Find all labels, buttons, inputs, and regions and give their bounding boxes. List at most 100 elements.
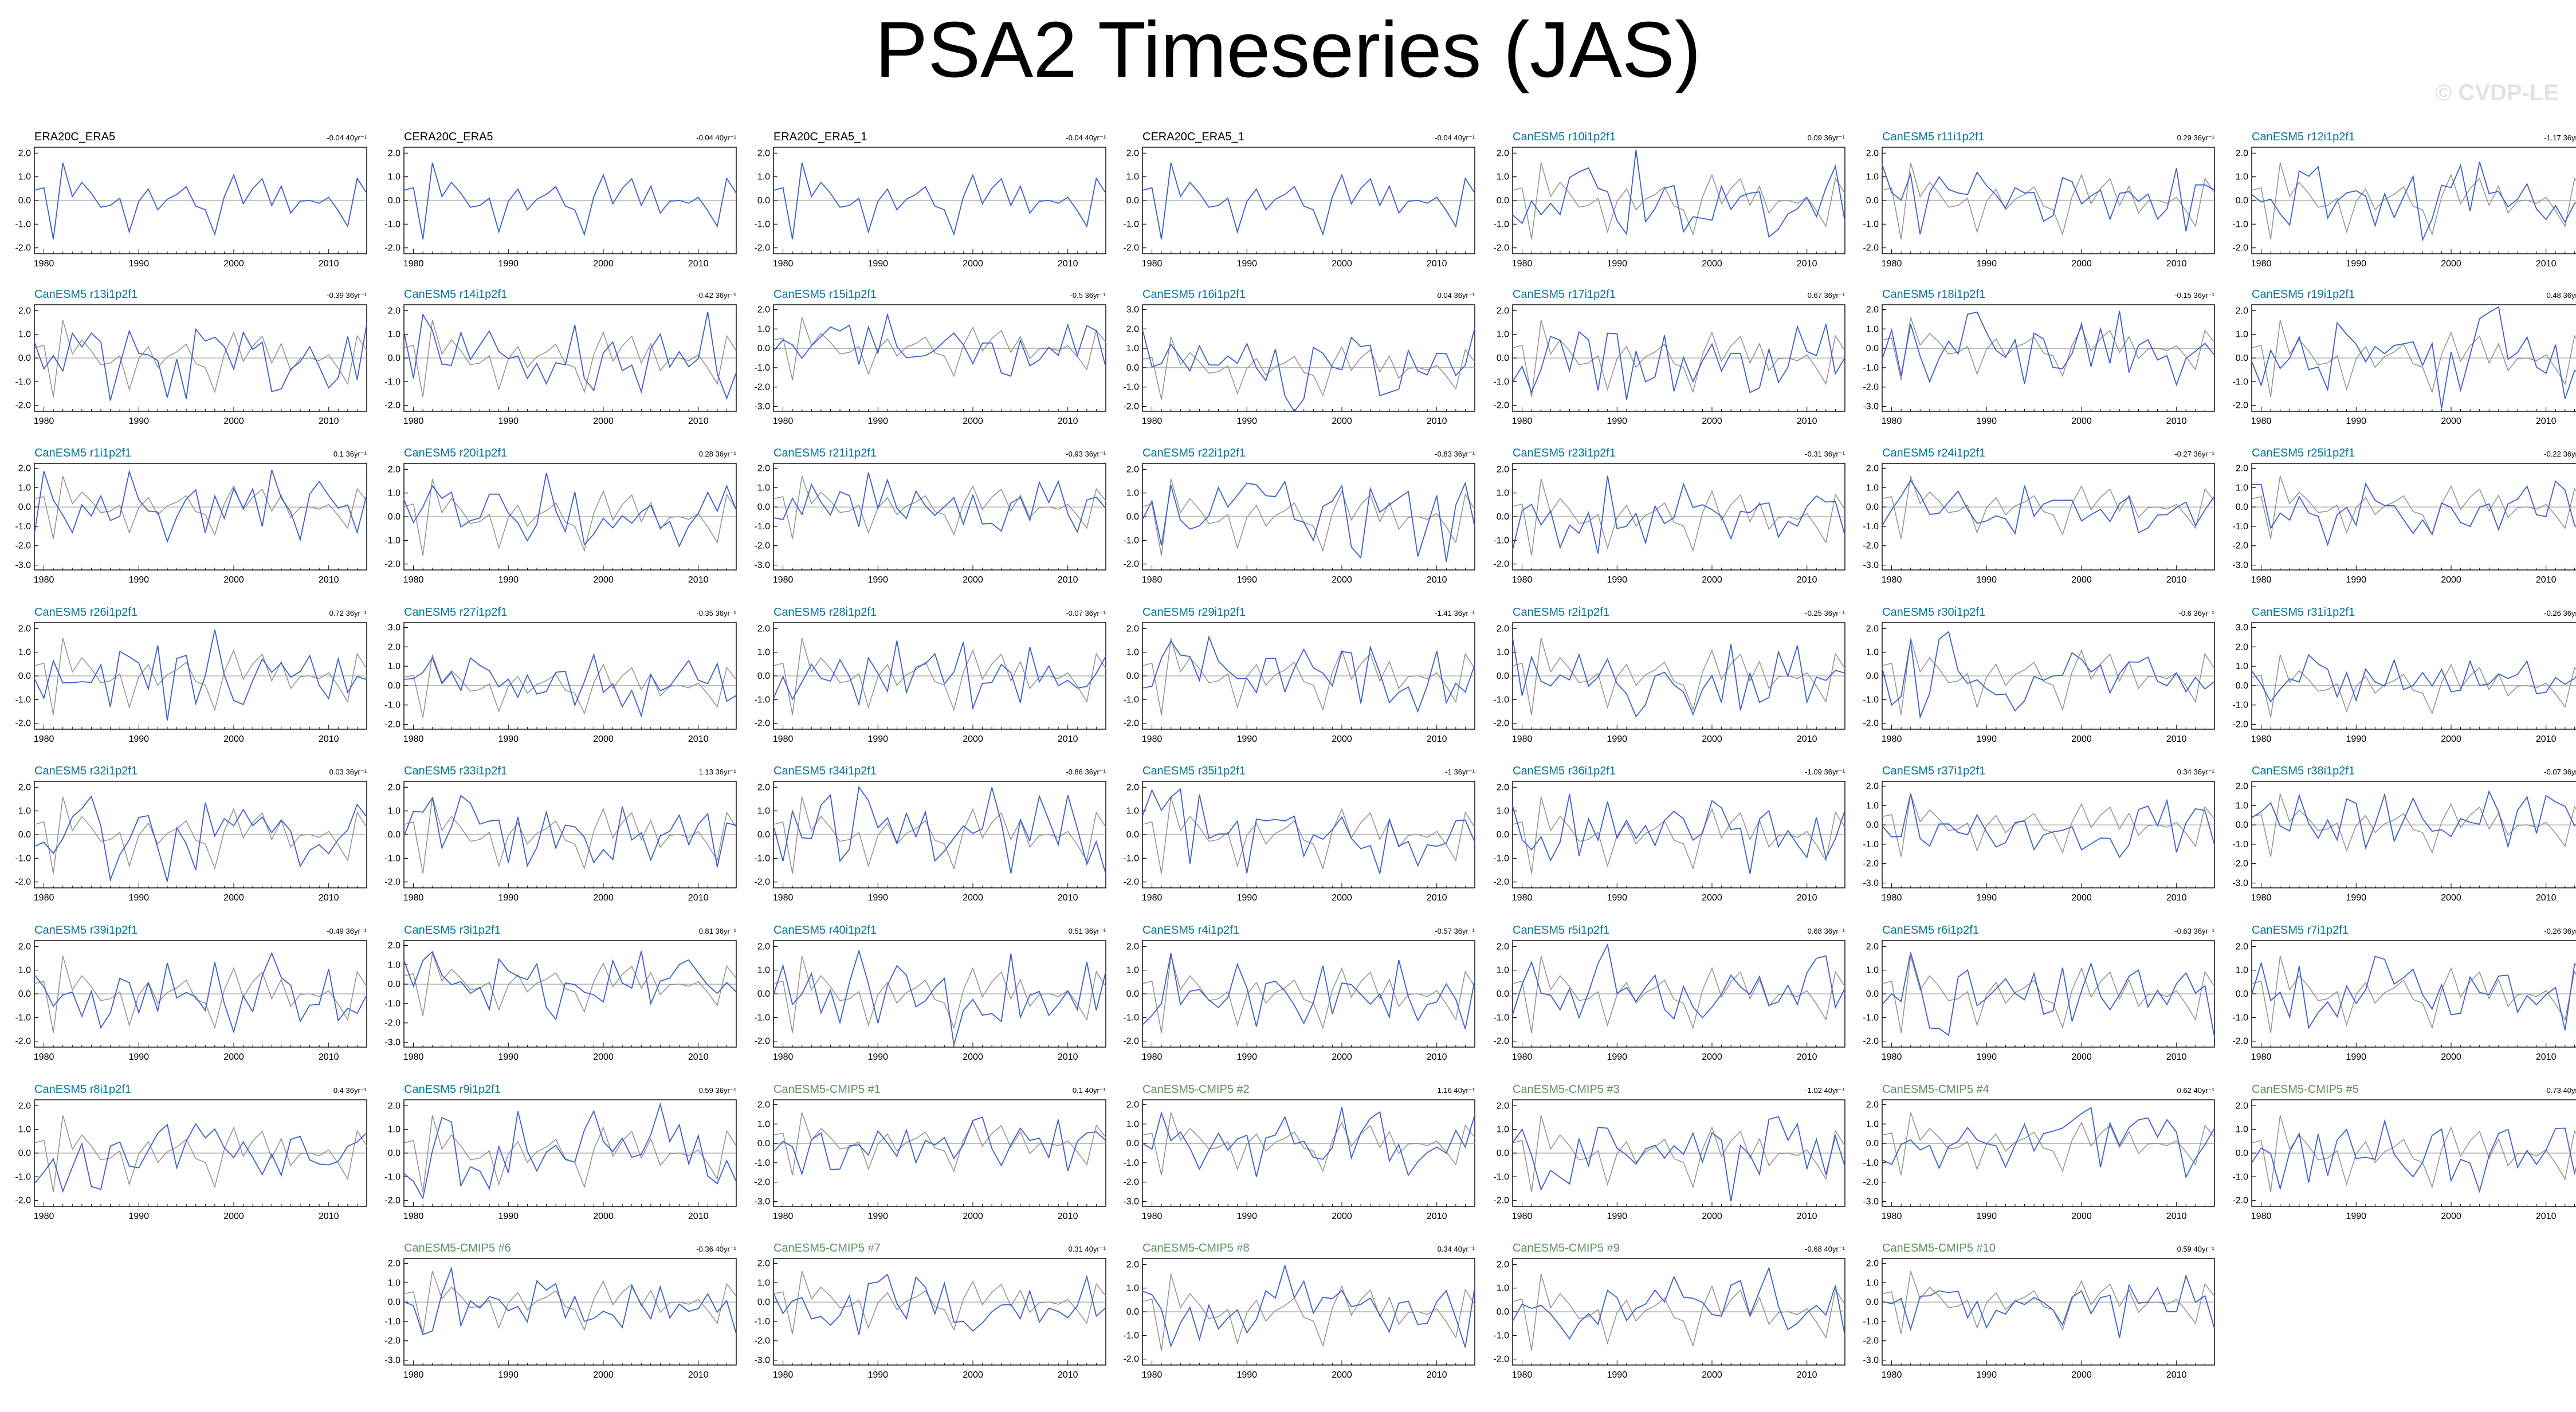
observed-series-line — [1512, 320, 1845, 398]
x-tick-label: 1990 — [867, 1052, 888, 1062]
panel-trend-label: -0.15 36yr⁻¹ — [2174, 291, 2214, 300]
observed-series-line — [34, 320, 367, 398]
y-tick-label: -1.0 — [1493, 377, 1509, 387]
panel-svg: CanESM5 r14i1p2f1 -0.42 36yr⁻¹ 2.0 1.0 0.0 -1… — [384, 288, 737, 426]
x-tick-label: 2000 — [963, 1370, 983, 1380]
y-tick-label: 2.0 — [1126, 148, 1139, 158]
x-tick-label: 2010 — [1058, 259, 1078, 269]
panel-trend-label: 0.29 36yr⁻¹ — [2177, 133, 2215, 142]
panel-svg: CanESM5 r31i1p2f1 -0.26 36yr⁻¹ 3.0 2.0 1.0 0.… — [2232, 606, 2576, 744]
y-tick-label: 1.0 — [1866, 1278, 1879, 1288]
y-tick-label: 0.0 — [1497, 353, 1509, 363]
x-tick-label: 2000 — [2441, 734, 2461, 744]
y-tick-label: 0.0 — [2236, 196, 2248, 206]
x-tick-label: 2010 — [2166, 575, 2187, 585]
y-tick-label: 0.0 — [757, 196, 770, 206]
x-tick-label: 1980 — [1142, 1212, 1163, 1221]
y-tick-label: 2.0 — [1497, 465, 1509, 474]
x-tick-label: 1980 — [403, 416, 424, 426]
x-tick-label: 2000 — [2441, 259, 2461, 269]
observed-series-line — [1512, 796, 1845, 874]
y-tick-label: 1.0 — [2236, 483, 2248, 493]
y-tick-label: 2.0 — [2236, 463, 2248, 473]
chart-panel: CanESM5-CMIP5 #6 -0.36 40yr⁻¹ 2.0 1.0 0.0 -1.… — [384, 1234, 764, 1389]
chart-panel: CanESM5 r25i1p2f1 -0.22 36yr⁻¹ 2.0 1.0 0.0 -1… — [2232, 439, 2576, 594]
chart-panel: CanESM5 r36i1p2f1 -1.09 36yr⁻¹ 2.0 1.0 0.0 -1… — [1493, 757, 1872, 912]
panel-svg: CanESM5 r8i1p2f1 0.4 36yr⁻¹ 2.0 1.0 0.0 -1.0 -… — [15, 1083, 367, 1221]
y-tick-label: 1.0 — [1126, 1119, 1139, 1129]
x-tick-label: 2010 — [2536, 259, 2557, 269]
plot-frame — [2251, 622, 2576, 730]
panel-trend-label: -0.63 36yr⁻¹ — [2174, 927, 2214, 935]
x-tick-label: 1990 — [867, 575, 888, 585]
x-tick-label: 2000 — [1702, 575, 1722, 585]
x-tick-label: 2000 — [1702, 1370, 1722, 1380]
y-tick-label: -1.0 — [384, 999, 400, 1009]
y-tick-label: -3.0 — [1863, 402, 1879, 412]
y-tick-label: -3.0 — [384, 1356, 400, 1366]
x-tick-label: 2000 — [593, 1212, 614, 1221]
y-tick-label: 1.0 — [18, 330, 31, 340]
y-tick-label: 0.0 — [388, 353, 400, 363]
panel-title: CanESM5 r22i1p2f1 — [1142, 447, 1246, 459]
y-tick-label: 2.0 — [757, 624, 770, 634]
y-tick-label: 2.0 — [1126, 942, 1139, 951]
x-tick-label: 2000 — [223, 1052, 244, 1062]
x-tick-label: 1990 — [2346, 893, 2366, 903]
y-tick-label: -1.0 — [1863, 1013, 1879, 1022]
x-tick-label: 2010 — [2166, 259, 2187, 269]
x-tick-label: 1980 — [2251, 575, 2272, 585]
plot-frame — [773, 1099, 1106, 1207]
panel-trend-label: -0.5 36yr⁻¹ — [1070, 291, 1106, 300]
panel-trend-label: -1.02 40yr⁻¹ — [1805, 1086, 1845, 1095]
x-tick-label: 2010 — [688, 734, 709, 744]
model-series-line — [773, 785, 1106, 874]
x-tick-label: 1990 — [1976, 416, 1997, 426]
panel-title: CanESM5-CMIP5 #3 — [1513, 1083, 1620, 1096]
x-tick-label: 2010 — [688, 1052, 709, 1062]
y-tick-label: 0.0 — [18, 1149, 31, 1158]
plot-frame — [773, 1258, 1106, 1366]
panel-trend-label: -0.6 36yr⁻¹ — [2179, 609, 2215, 617]
observed-series-line — [34, 955, 367, 1033]
panel-trend-label: -0.86 36yr⁻¹ — [1066, 768, 1106, 776]
y-tick-label: 0.0 — [1497, 512, 1509, 522]
y-tick-label: 1.0 — [757, 172, 770, 182]
y-tick-label: 1.0 — [1497, 1284, 1509, 1293]
model-series-line — [403, 162, 737, 240]
model-series-line — [1512, 150, 1845, 238]
panel-svg: CanESM5 r5i1p2f1 0.68 36yr⁻¹ 2.0 1.0 0.0 -1.0… — [1493, 924, 1845, 1062]
y-tick-label: 0.0 — [1497, 830, 1509, 840]
y-tick-label: -1.0 — [1493, 1331, 1509, 1340]
panel-trend-label: 0.4 36yr⁻¹ — [333, 1086, 367, 1095]
y-tick-label: 0.0 — [1866, 671, 1879, 681]
y-tick-label: 0.0 — [2236, 989, 2248, 999]
x-tick-label: 1990 — [498, 1052, 519, 1062]
x-tick-label: 1980 — [1142, 575, 1163, 585]
y-tick-label: 0.0 — [1126, 1307, 1139, 1317]
x-tick-label: 1980 — [773, 734, 794, 744]
y-tick-label: 1.0 — [18, 966, 31, 976]
x-tick-label: 2010 — [2536, 575, 2557, 585]
plot-frame — [1882, 781, 2215, 888]
panel-svg: CanESM5-CMIP5 #8 0.34 40yr⁻¹ 2.0 1.0 0.0 -1.0… — [1123, 1242, 1475, 1380]
panel-title: CanESM5 r15i1p2f1 — [773, 288, 877, 301]
y-tick-label: -2.0 — [754, 1037, 770, 1047]
model-series-line — [34, 1123, 367, 1193]
y-tick-label: 2.0 — [1866, 942, 1879, 951]
x-tick-label: 1990 — [2346, 1052, 2366, 1062]
observed-series-line — [1882, 162, 2215, 240]
observed-series-line — [1142, 336, 1475, 400]
chart-panel: CanESM5-CMIP5 #2 1.16 40yr⁻¹ 2.0 1.0 0.0 -1.0… — [1123, 1076, 1502, 1230]
y-tick-label: -2.0 — [15, 1196, 31, 1206]
y-tick-label: -1.0 — [2232, 377, 2248, 387]
y-tick-label: -1.0 — [1123, 219, 1139, 229]
observed-series-line — [403, 953, 737, 1016]
panel-title: CanESM5 r23i1p2f1 — [1513, 447, 1616, 459]
x-tick-label: 1990 — [1236, 734, 1257, 744]
y-tick-label: -2.0 — [1123, 560, 1139, 569]
model-series-line — [773, 472, 1106, 534]
panel-title: ERA20C_ERA5_1 — [773, 131, 867, 143]
y-tick-label: 2.0 — [2236, 148, 2248, 158]
y-tick-label: -1.0 — [1123, 1331, 1139, 1340]
